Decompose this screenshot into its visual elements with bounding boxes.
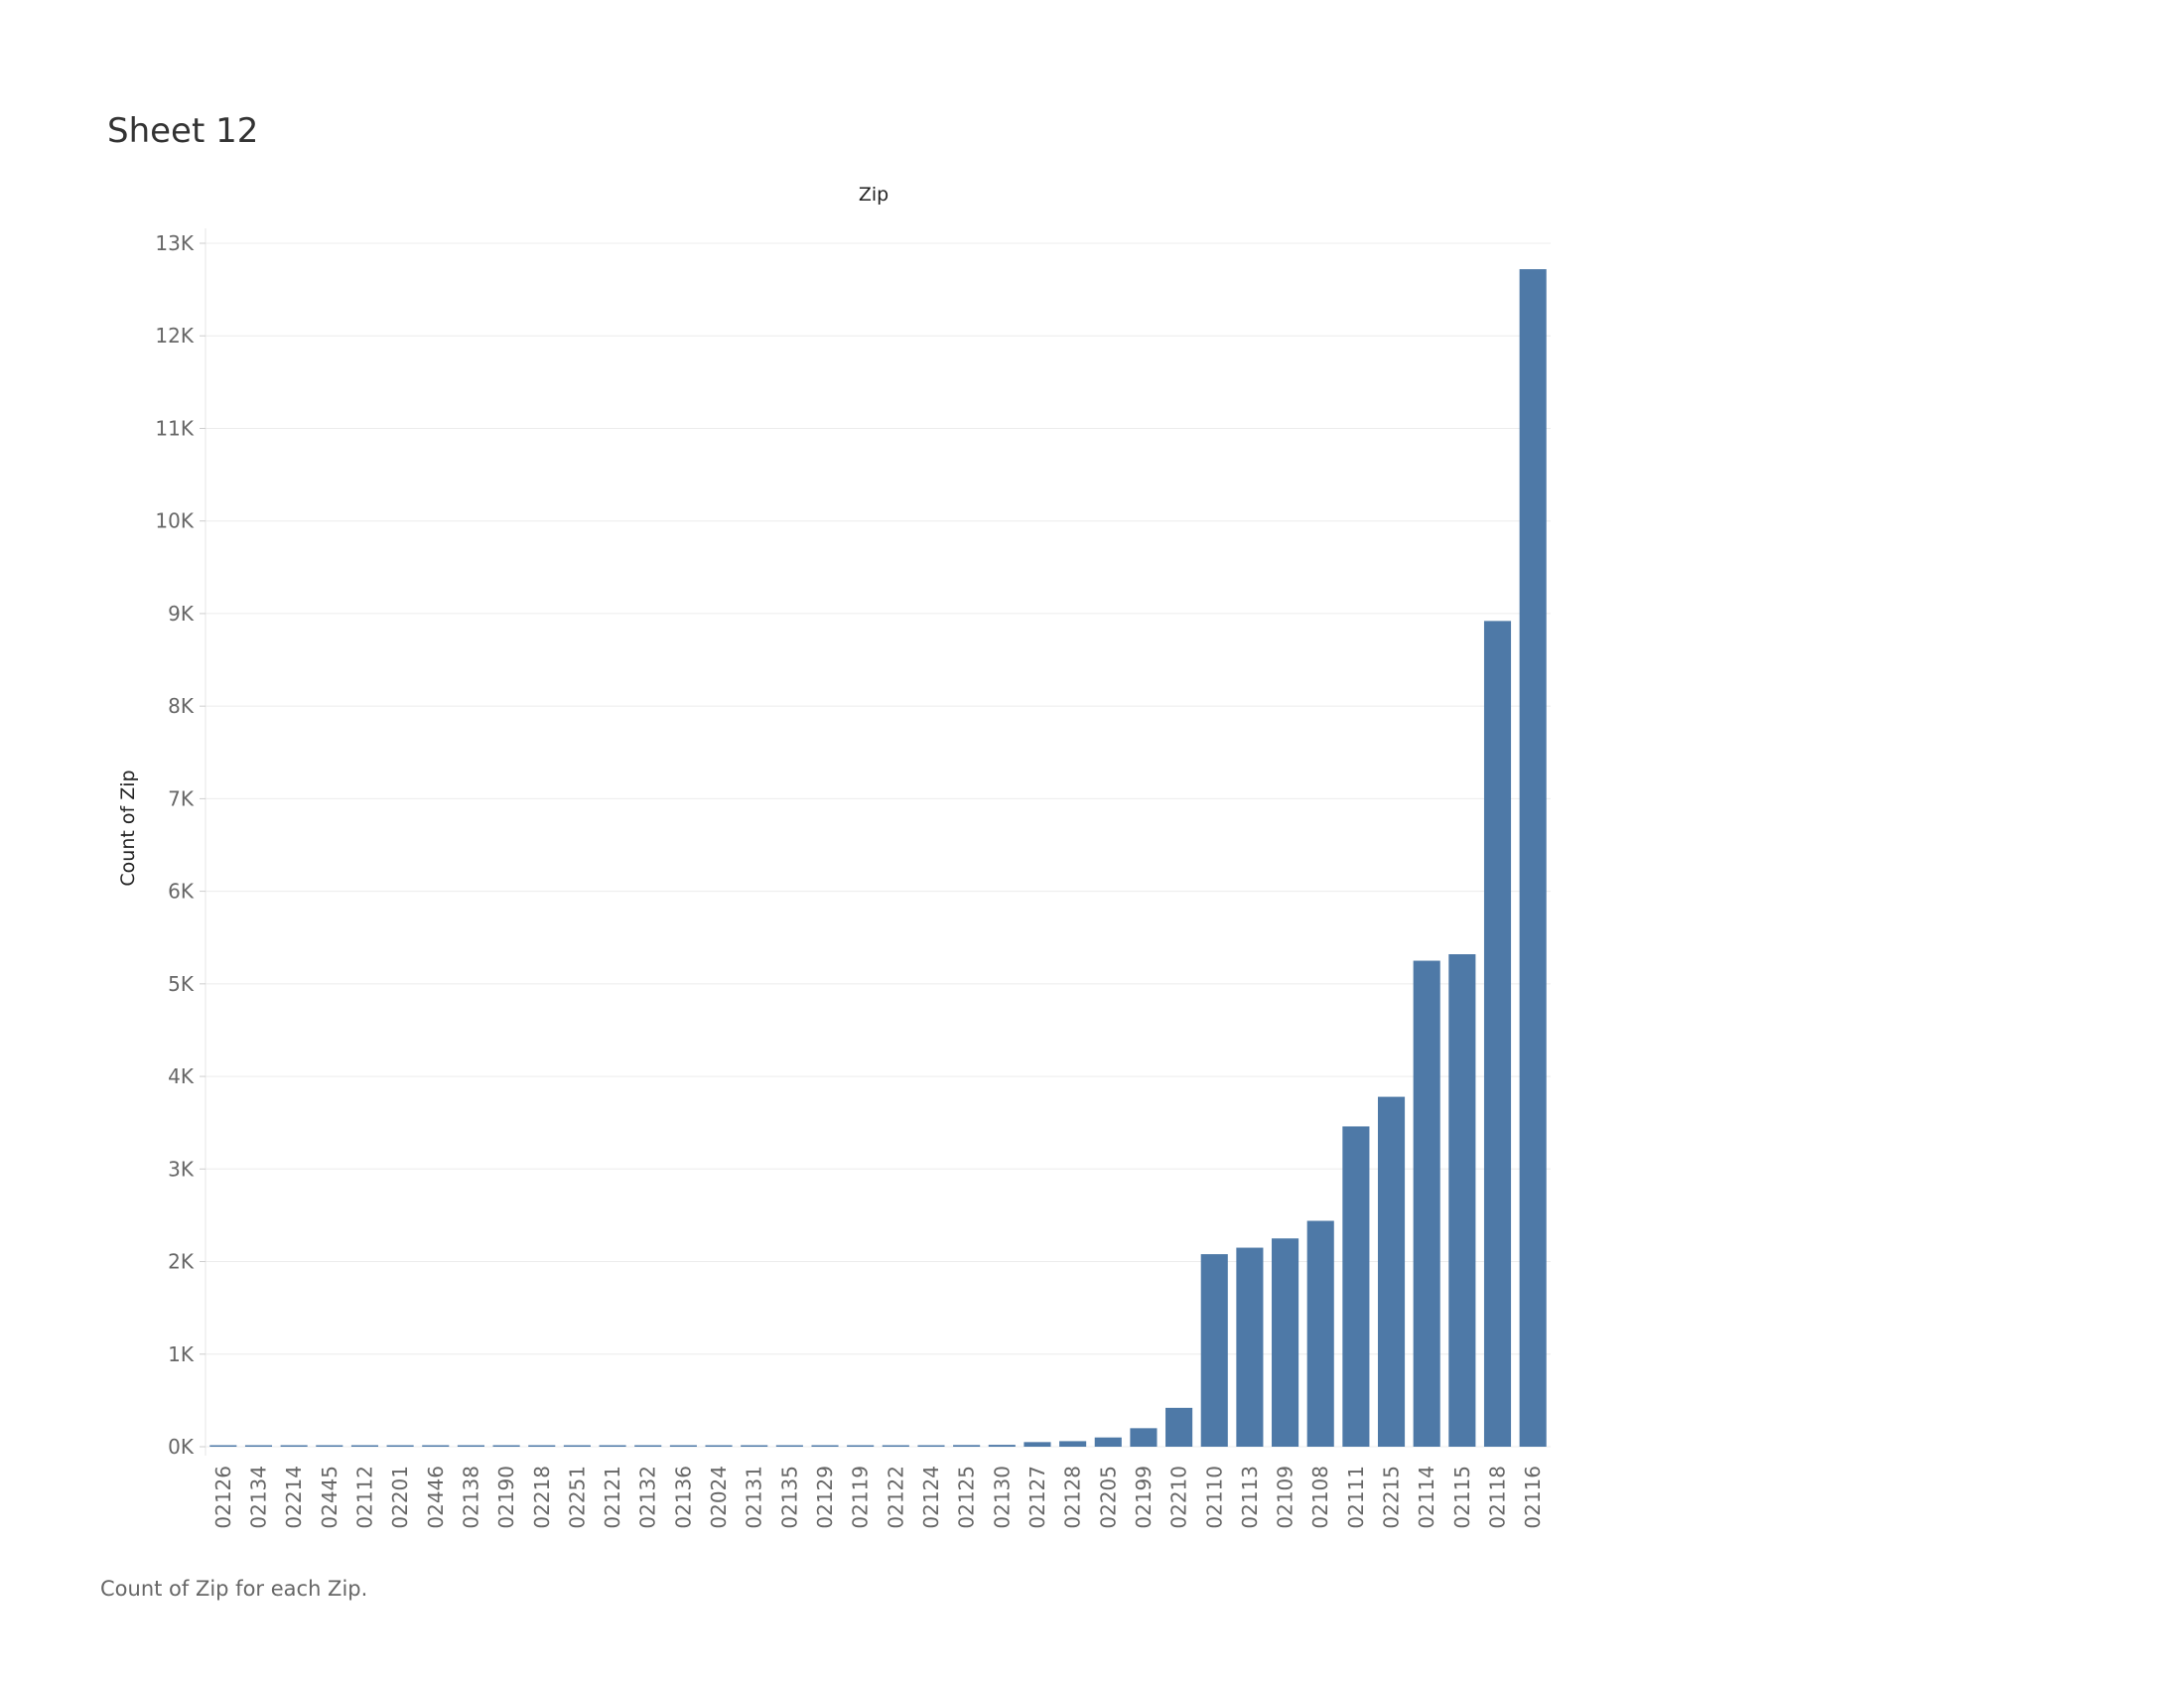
bar (1200, 1254, 1228, 1447)
bar (316, 1445, 343, 1447)
x-tick-label: 02445 (318, 1466, 341, 1529)
x-tick-label: 02201 (388, 1466, 412, 1529)
bar (209, 1445, 237, 1447)
bar (1306, 1220, 1334, 1447)
bar (350, 1445, 379, 1447)
bar (492, 1445, 520, 1447)
x-tick-label: 02215 (1380, 1466, 1404, 1529)
gridlines (205, 242, 1551, 1448)
y-tick-label: 10K (155, 509, 194, 533)
y-axis-title: Count of Zip (117, 770, 139, 886)
bar (1377, 1096, 1406, 1447)
x-tick-label: 02446 (424, 1466, 448, 1529)
x-tick-label: 02024 (707, 1466, 731, 1529)
y-tick-label: 13K (155, 231, 194, 255)
bar (811, 1445, 839, 1447)
x-tick-label: 02127 (1025, 1466, 1049, 1529)
bar (1024, 1442, 1051, 1447)
x-tick-label: 02199 (1132, 1466, 1156, 1529)
bar (882, 1445, 909, 1447)
bar (669, 1445, 697, 1447)
bar (775, 1445, 803, 1447)
x-tick-label: 02128 (1061, 1466, 1085, 1529)
bar (1236, 1247, 1264, 1447)
x-tick-label: 02112 (352, 1466, 376, 1529)
x-tick-label: 02119 (849, 1466, 873, 1529)
x-tick-label: 02218 (530, 1466, 554, 1529)
y-tick-label: 8K (168, 694, 195, 718)
caption: Count of Zip for each Zip. (100, 1577, 368, 1601)
x-tick-label: 02210 (1167, 1466, 1191, 1529)
bar (1130, 1428, 1158, 1447)
x-tick-label: 02110 (1202, 1466, 1226, 1529)
x-tick-label: 02108 (1308, 1466, 1332, 1529)
bar (528, 1445, 556, 1447)
bar (917, 1445, 945, 1447)
x-tick-label: 02118 (1486, 1466, 1510, 1529)
bar (1059, 1441, 1087, 1447)
y-tick-label: 6K (168, 880, 195, 904)
bar (457, 1445, 484, 1447)
x-tick-label: 02190 (494, 1466, 518, 1529)
x-tick-label: 02131 (743, 1466, 766, 1529)
bar (599, 1445, 626, 1447)
y-tick-label: 5K (168, 972, 195, 996)
y-tick-label: 4K (168, 1064, 195, 1088)
y-tick-label: 12K (155, 324, 194, 348)
bar (1519, 269, 1547, 1447)
bar (1448, 954, 1476, 1447)
bar (847, 1445, 875, 1447)
x-tick-label: 02251 (565, 1466, 589, 1529)
x-tick-label: 02113 (1238, 1466, 1262, 1529)
bar (1483, 621, 1512, 1447)
x-tick-label: 02115 (1450, 1466, 1474, 1529)
x-tick-label: 02122 (884, 1466, 907, 1529)
bars (209, 269, 1547, 1447)
bar (1165, 1407, 1193, 1447)
x-tick-label: 02205 (1096, 1466, 1120, 1529)
bar (741, 1445, 768, 1447)
x-tick-label: 02114 (1415, 1466, 1438, 1529)
x-tick-label: 02136 (671, 1466, 695, 1529)
bar (1272, 1238, 1299, 1447)
y-tick-label: 11K (155, 416, 194, 440)
bar (988, 1445, 1016, 1447)
bar (705, 1445, 733, 1447)
y-tick-label: 2K (168, 1250, 195, 1274)
y-tick-label: 0K (168, 1435, 195, 1459)
x-axis: 02126 02134 02214 02445 02112 02201 02446 02138… (211, 1466, 1545, 1529)
bar (280, 1445, 308, 1447)
bar (422, 1445, 450, 1447)
x-tick-label: 02129 (813, 1466, 837, 1529)
x-tick-label: 02124 (919, 1466, 943, 1529)
y-tick-label: 1K (168, 1342, 195, 1366)
y-tick-label: 9K (168, 602, 195, 626)
y-tick-label: 7K (168, 786, 195, 810)
x-tick-label: 02121 (601, 1466, 624, 1529)
column-header: Zip (859, 184, 888, 206)
x-tick-label: 02109 (1274, 1466, 1297, 1529)
bar (1413, 960, 1440, 1447)
x-tick-label: 02126 (211, 1466, 235, 1529)
bar (244, 1445, 273, 1447)
x-tick-label: 02135 (777, 1466, 801, 1529)
x-tick-label: 02214 (282, 1466, 306, 1529)
x-tick-label: 02134 (246, 1466, 270, 1529)
sheet-title: Sheet 12 (107, 111, 259, 151)
bar (634, 1445, 662, 1447)
x-tick-label: 02132 (636, 1466, 660, 1529)
x-tick-label: 02111 (1344, 1466, 1368, 1529)
bar (953, 1445, 981, 1447)
bar (563, 1445, 591, 1447)
x-tick-label: 02125 (955, 1466, 979, 1529)
bar (386, 1445, 414, 1447)
bar (1094, 1437, 1122, 1447)
y-axis: 0K 1K 2K 3K 4K 5K 6K 7K 8K 9K 10K 11K 12K 13K (155, 228, 206, 1459)
y-tick-label: 3K (168, 1157, 195, 1181)
x-tick-label: 02116 (1521, 1466, 1545, 1529)
x-tick-label: 02138 (459, 1466, 482, 1529)
x-tick-label: 02130 (990, 1466, 1014, 1529)
bar (1342, 1126, 1370, 1447)
